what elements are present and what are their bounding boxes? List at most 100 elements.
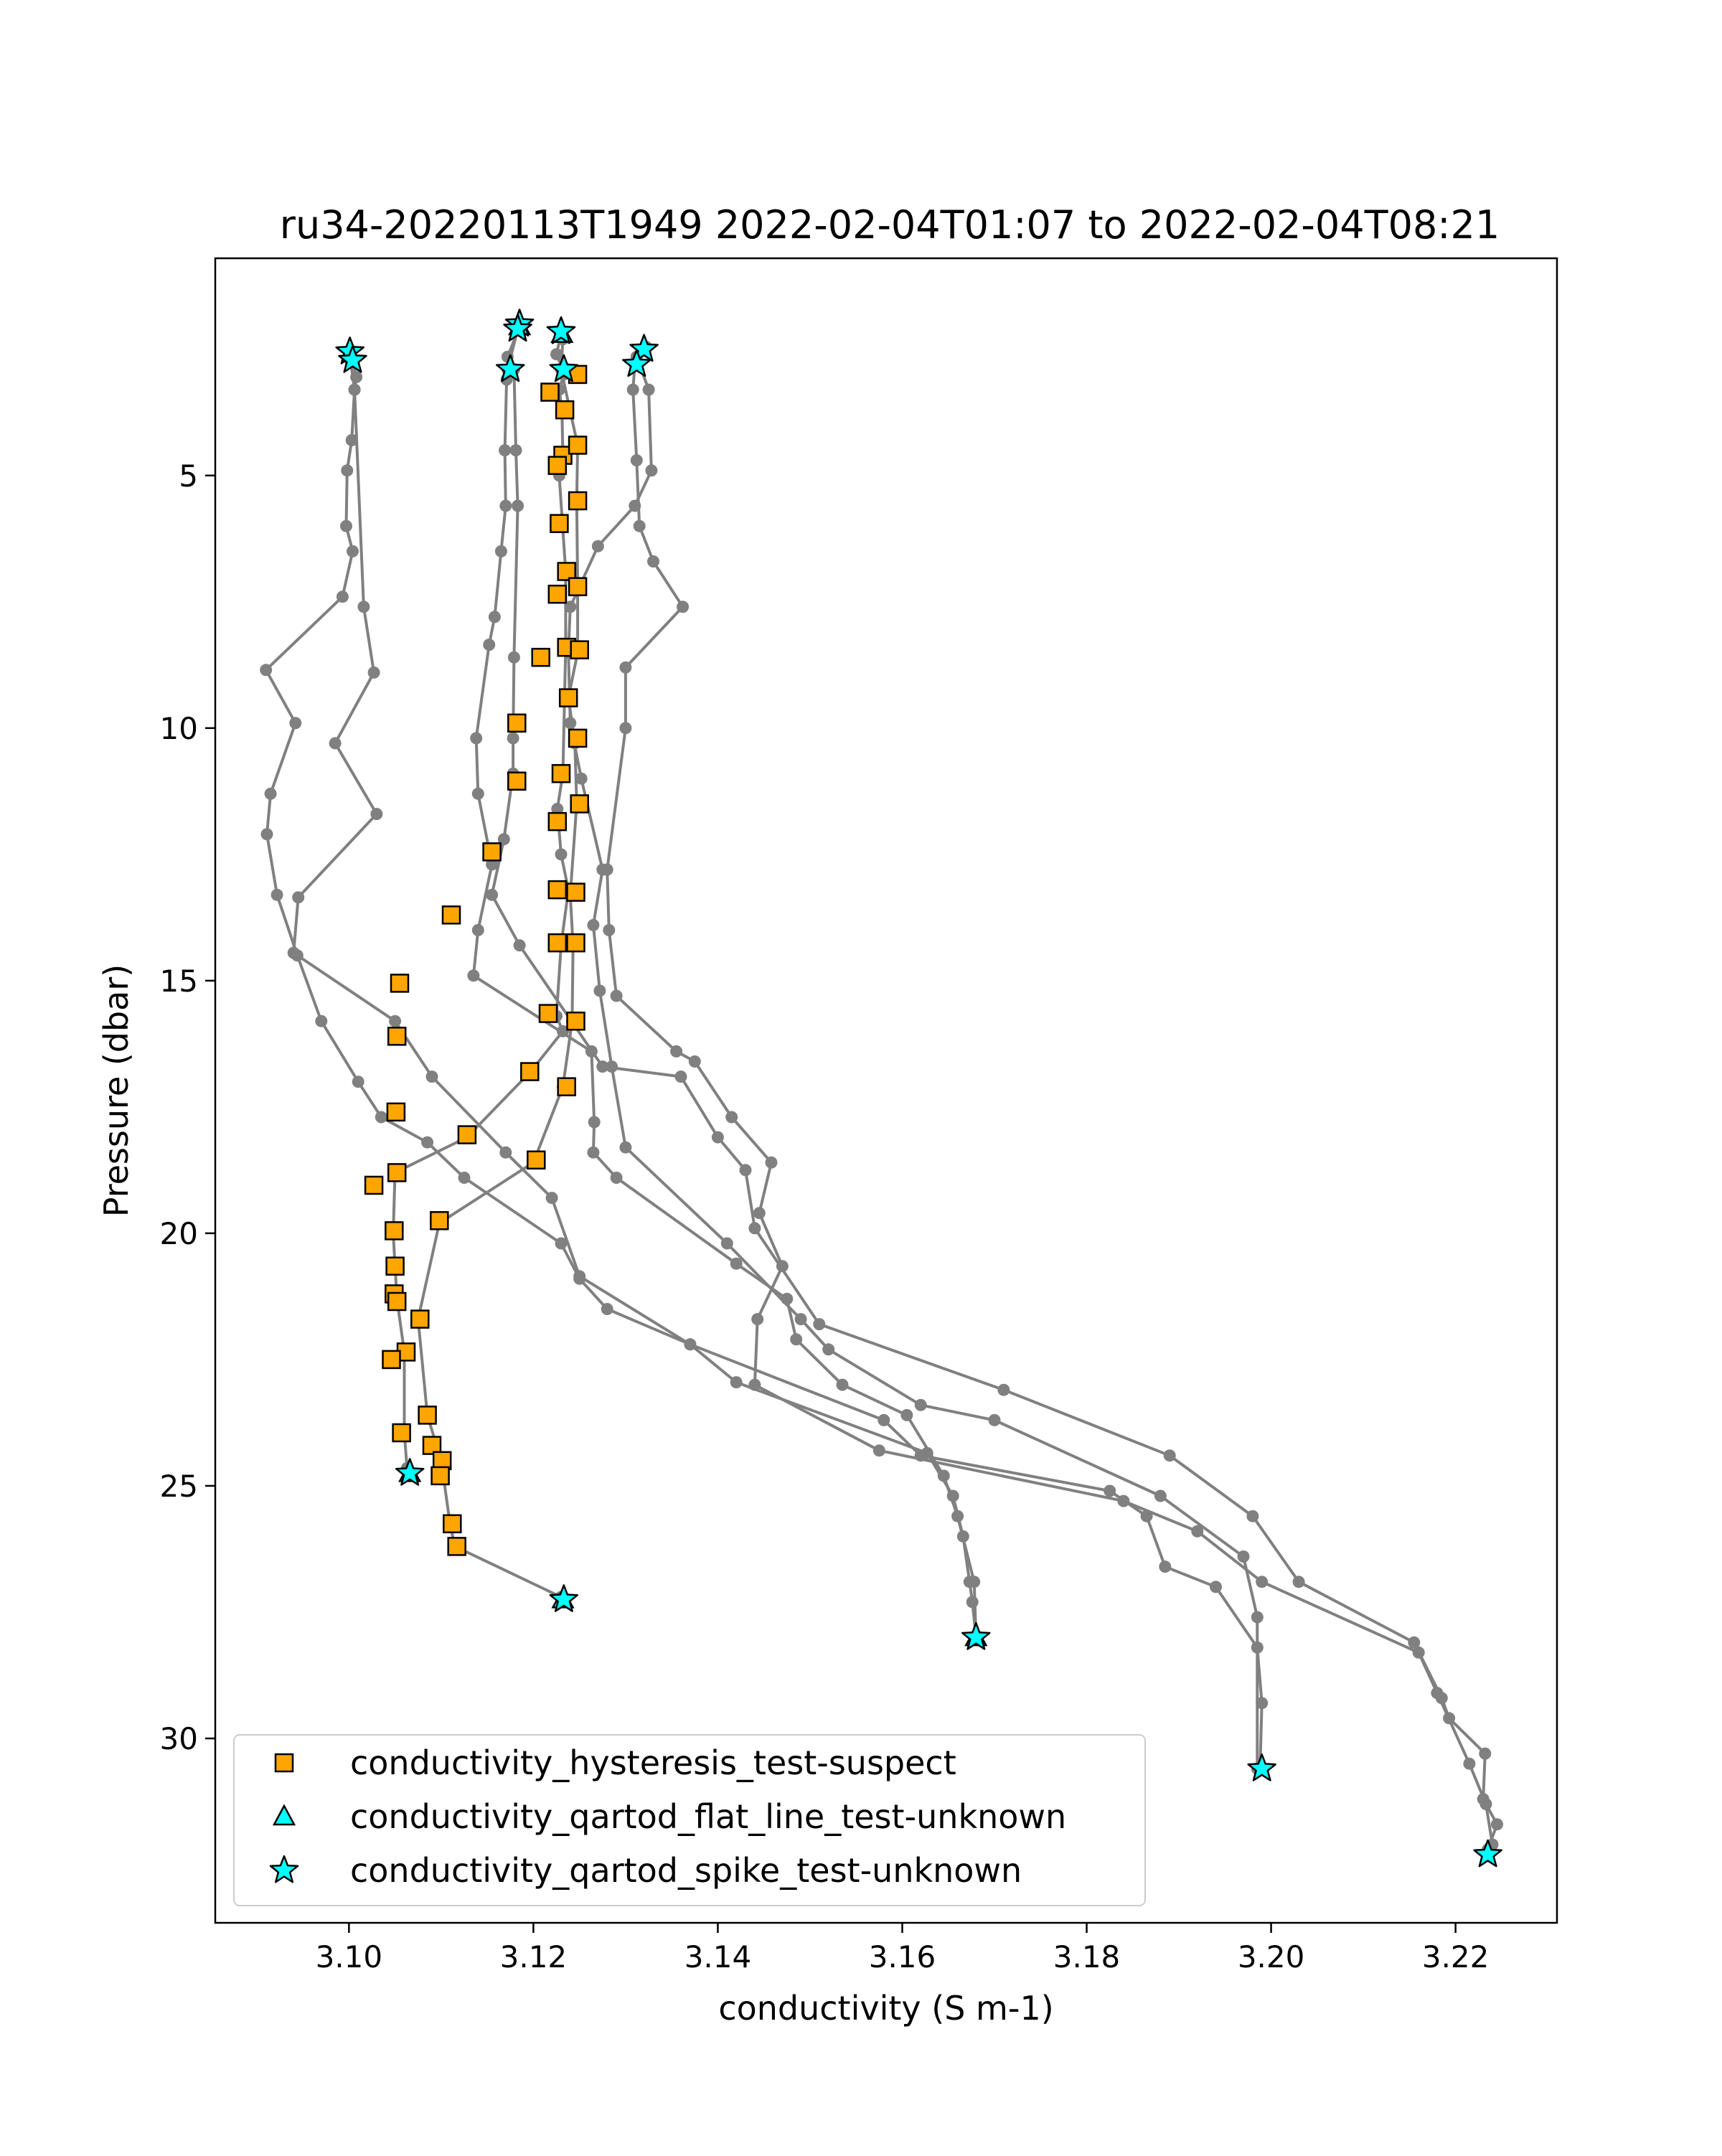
profile-point	[1479, 1798, 1492, 1810]
star-marker	[395, 1458, 425, 1486]
profile-point	[494, 545, 507, 557]
profile-point	[776, 1260, 789, 1273]
square-marker	[547, 811, 568, 832]
flag-markers-layer	[335, 309, 1502, 1868]
profile-point	[370, 808, 383, 820]
profile-point	[596, 863, 609, 876]
profile-point	[555, 848, 568, 861]
star-marker	[549, 354, 579, 382]
square-marker	[392, 1423, 411, 1443]
profile-point	[765, 1156, 778, 1169]
x-tick-label: 3.12	[500, 1939, 568, 1974]
profile-point	[591, 540, 604, 552]
profile-point	[966, 1596, 979, 1609]
profile-point	[677, 601, 690, 613]
x-tick-label: 3.20	[1238, 1939, 1305, 1974]
profile-point	[564, 717, 577, 730]
profile-point	[951, 1510, 964, 1522]
legend-triangle-marker	[272, 1804, 296, 1826]
profile-point	[748, 1222, 761, 1235]
profile-point	[720, 1237, 733, 1250]
square-marker	[568, 577, 588, 596]
profile-point	[1256, 1576, 1269, 1588]
profile-point	[647, 555, 659, 568]
profile-point	[329, 737, 342, 750]
profile-point	[937, 1469, 950, 1482]
profile-point	[287, 946, 300, 959]
profile-point	[292, 891, 305, 904]
square-marker	[540, 382, 560, 402]
profile-point	[610, 1172, 623, 1184]
profile-point	[421, 1136, 434, 1149]
x-tick-label: 3.14	[684, 1939, 752, 1974]
square-marker	[507, 713, 527, 733]
profile-point	[1140, 1510, 1153, 1522]
square-marker	[568, 728, 588, 748]
profile-point	[315, 1015, 328, 1027]
y-tick-label: 25	[160, 1469, 198, 1504]
square-marker	[527, 1150, 546, 1170]
profile-point	[270, 888, 283, 901]
y-tick-label: 15	[160, 964, 198, 999]
x-tick-label: 3.18	[1053, 1939, 1121, 1974]
profile-point	[497, 833, 510, 846]
profile-point	[1292, 1576, 1305, 1588]
profile-point	[458, 1172, 471, 1184]
square-marker	[418, 1406, 437, 1425]
profile-point	[357, 601, 370, 613]
profile-point	[642, 383, 655, 396]
square-marker	[443, 1514, 462, 1534]
y-tick-label: 30	[160, 1721, 198, 1756]
star-marker	[1473, 1839, 1502, 1868]
profile-point	[551, 803, 564, 815]
profile-point	[730, 1257, 743, 1270]
x-axis: 3.10 3.12 3.14 3.16 3.18 3.20 3.22	[316, 1923, 1489, 1974]
star-marker	[1247, 1753, 1276, 1781]
profile-point	[1104, 1484, 1116, 1497]
profile-point	[587, 918, 600, 931]
star-marker	[338, 344, 367, 373]
square-marker	[385, 1256, 405, 1276]
square-marker	[387, 1163, 407, 1182]
profile-point	[914, 1449, 927, 1462]
square-marker	[568, 491, 588, 511]
profile-point	[1412, 1646, 1425, 1659]
profile-line	[292, 362, 1264, 1769]
profile-point	[550, 348, 563, 361]
square-marker	[382, 1350, 401, 1370]
square-marker	[447, 1537, 466, 1556]
profile-point	[470, 732, 483, 745]
square-marker	[570, 640, 589, 659]
profile-point	[1210, 1581, 1222, 1594]
square-marker	[520, 1062, 540, 1081]
profile-point	[836, 1378, 849, 1391]
profile-point	[341, 464, 354, 477]
legend-star-marker	[269, 1855, 299, 1883]
x-axis-label: conductivity (S m-1)	[718, 1989, 1053, 2028]
square-marker	[386, 1102, 406, 1122]
profile-point	[499, 1146, 512, 1159]
square-marker	[538, 1004, 558, 1023]
profile-point	[1163, 1449, 1176, 1462]
profile-point	[1251, 1641, 1264, 1654]
profile-point	[988, 1413, 1001, 1426]
profile-point	[348, 383, 361, 396]
square-marker	[387, 1291, 407, 1312]
profile-point	[629, 499, 641, 512]
square-marker	[547, 584, 568, 604]
profile-lines-layer	[264, 326, 1499, 1855]
profile-point	[751, 1313, 764, 1326]
profile-point	[1431, 1687, 1444, 1700]
profile-point	[336, 590, 349, 603]
profile-point	[670, 1045, 683, 1058]
profile-point	[630, 454, 643, 467]
square-marker	[558, 688, 578, 707]
profile-point	[375, 1111, 387, 1124]
profile-point	[1191, 1525, 1204, 1538]
profile-point	[347, 545, 359, 557]
profile-point	[367, 666, 380, 679]
square-marker	[547, 456, 568, 475]
square-marker	[410, 1309, 430, 1329]
